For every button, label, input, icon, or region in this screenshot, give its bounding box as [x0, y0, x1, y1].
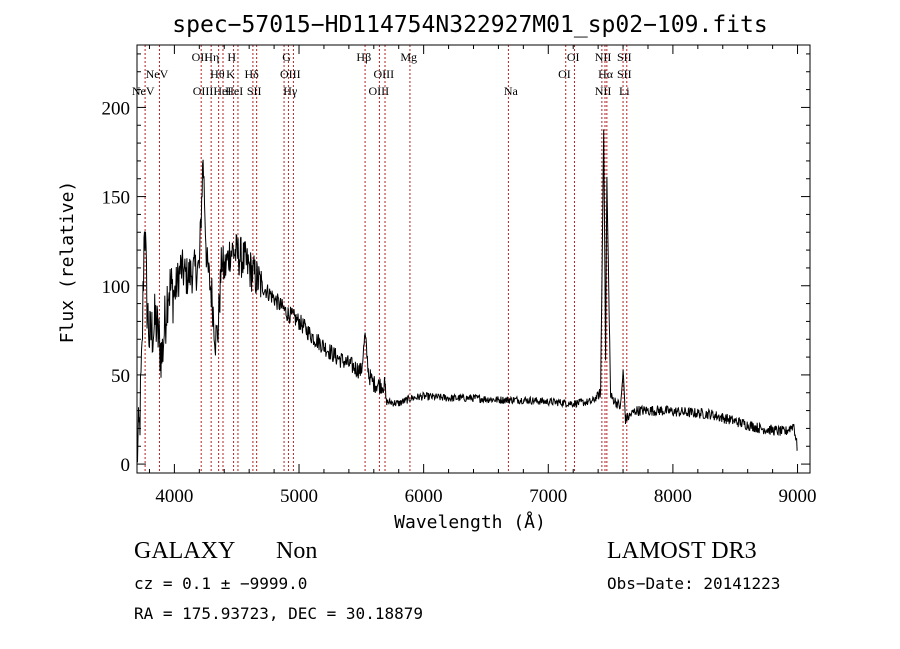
x-tick-label-6000: 6000: [405, 486, 443, 507]
x-tick-label-8000: 8000: [654, 486, 692, 507]
x-axis: 4000 5000 6000 7000 8000 9000: [148, 45, 817, 507]
line-label-20: OI: [567, 50, 580, 64]
object-class: GALAXY: [134, 538, 235, 564]
line-label-23: Hα: [598, 67, 614, 81]
line-label-3: OIII: [193, 84, 214, 98]
x-tick-label-9000: 9000: [779, 486, 817, 507]
line-label-2: OII: [192, 50, 209, 64]
x-tick-label-5000: 5000: [280, 486, 318, 507]
line-label-1: NeV: [146, 67, 169, 81]
emission-line-markers: [144, 45, 628, 473]
obs-date-text: Obs−Date: 20141223: [607, 574, 780, 593]
line-label-24: NII: [595, 84, 612, 98]
line-label-15: Hβ: [356, 50, 371, 64]
x-axis-label: Wavelength (Å): [394, 511, 546, 533]
y-axis: 0 50 100 150 200: [102, 53, 810, 476]
y-axis-label: Flux (relative): [57, 181, 78, 344]
line-label-11: SII: [247, 84, 262, 98]
line-label-7: H: [227, 50, 236, 64]
line-label-14: Hγ: [283, 84, 298, 98]
line-label-17: OIII: [368, 84, 389, 98]
line-label-26: SII: [617, 67, 632, 81]
line-label-6: HeI: [213, 84, 231, 98]
object-subclass: Non: [276, 538, 317, 564]
y-tick-label-200: 200: [102, 98, 131, 119]
line-label-8: K: [226, 67, 235, 81]
spectrum-line: [136, 129, 798, 463]
x-tick-label-4000: 4000: [155, 486, 193, 507]
line-label-9: HeI: [225, 84, 243, 98]
line-label-5: Hθ: [210, 67, 225, 81]
y-tick-label-50: 50: [111, 366, 130, 387]
line-label-22: NII: [595, 50, 612, 64]
chart-title: spec−57015−HD114754N322927M01_sp02−109.f…: [172, 12, 767, 38]
line-label-25: SII: [617, 50, 632, 64]
line-label-12: G: [282, 50, 291, 64]
line-label-4: Hη: [204, 50, 219, 64]
line-label-21: OI: [558, 67, 571, 81]
line-label-19: Na: [504, 84, 519, 98]
line-label-13: OIII: [280, 67, 301, 81]
line-label-16: OIII: [373, 67, 394, 81]
x-tick-label-7000: 7000: [529, 486, 567, 507]
y-tick-label-100: 100: [102, 277, 131, 298]
redshift-text: cz = 0.1 ± −9999.0: [134, 574, 307, 593]
line-label-10: Hδ: [244, 67, 259, 81]
emission-line-labels: NeVNeVOIIOIIIHηHθHeIHKHeIHδSIIGOIIIHγHβO…: [132, 50, 632, 98]
line-label-27: Li: [619, 84, 630, 98]
y-tick-label-150: 150: [102, 188, 131, 209]
y-tick-label-0: 0: [121, 455, 131, 476]
line-label-0: NeV: [132, 84, 155, 98]
line-label-18: Mg: [400, 50, 417, 64]
survey-name: LAMOST DR3: [607, 538, 757, 564]
coordinates-text: RA = 175.93723, DEC = 30.18879: [134, 604, 423, 623]
